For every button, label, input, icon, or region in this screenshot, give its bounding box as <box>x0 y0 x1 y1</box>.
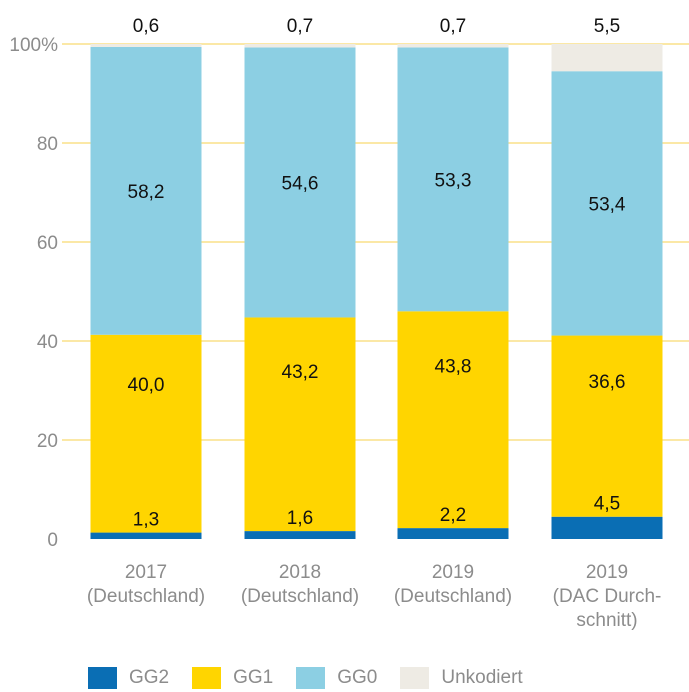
legend-swatch-gg1 <box>192 667 222 689</box>
bar-gg0-1 <box>244 47 356 318</box>
bar-gg2-3 <box>551 516 663 539</box>
value-label-gg0: 54,6 <box>282 173 319 194</box>
legend-swatch-gg0 <box>296 667 326 689</box>
value-label-gg2: 4,5 <box>594 494 620 515</box>
bar-gg0-2 <box>397 47 509 312</box>
legend-swatch-unkodiert <box>400 667 430 689</box>
value-label-unkodiert: 0,7 <box>287 16 313 37</box>
x-category-label: (Deutschland) <box>87 586 205 607</box>
bar-unkodiert-2 <box>397 44 509 48</box>
bar-unkodiert-1 <box>244 44 356 48</box>
value-label-gg1: 40,0 <box>128 375 165 396</box>
legend-item-gg1: GG1 <box>192 667 273 689</box>
bars <box>90 44 663 539</box>
legend-item-unkodiert: Unkodiert <box>400 667 523 689</box>
value-label-unkodiert: 0,6 <box>133 16 159 37</box>
bar-gg0-3 <box>551 71 663 336</box>
x-axis-category-labels: 2017 (Deutschland) 2018 (Deutschland) 2019 (D… <box>87 562 662 631</box>
legend-item-gg0: GG0 <box>296 667 377 689</box>
y-tick-label: 80 <box>37 134 58 155</box>
bar-gg0-0 <box>90 46 202 335</box>
y-tick-label: 60 <box>37 233 58 254</box>
legend-swatch-gg2 <box>88 667 117 689</box>
value-label-gg1: 43,2 <box>282 362 319 383</box>
value-label-gg2: 1,6 <box>287 508 313 529</box>
bar-gg2-1 <box>244 531 356 539</box>
value-label-unkodiert: 0,7 <box>440 16 466 37</box>
value-labels: 1,3 40,0 58,2 0,6 1,6 43,2 54,6 0,7 2,2 43,8 53,3 0… <box>128 16 626 531</box>
legend-item-gg2: GG2 <box>88 667 169 689</box>
x-category-label: 2019 <box>586 562 628 583</box>
x-category-label: 2018 <box>279 562 321 583</box>
y-tick-label: 20 <box>37 431 58 452</box>
bar-gg1-2 <box>397 311 509 529</box>
legend-label-unkodiert: Unkodiert <box>441 667 523 688</box>
legend-label-gg0: GG0 <box>337 667 378 688</box>
value-label-gg0: 53,4 <box>589 194 626 215</box>
value-label-unkodiert: 5,5 <box>594 16 620 37</box>
legend: GG2 GG1 GG0 Unkodiert <box>88 664 546 692</box>
bar-unkodiert-0 <box>90 44 202 47</box>
value-label-gg0: 58,2 <box>128 182 165 203</box>
x-category-label: (DAC Durch- <box>553 586 662 607</box>
value-label-gg1: 43,8 <box>435 357 472 378</box>
x-category-label: 2019 <box>432 562 474 583</box>
bar-gg1-0 <box>90 334 202 533</box>
bar-gg1-1 <box>244 317 356 532</box>
value-label-gg0: 53,3 <box>435 170 472 191</box>
y-tick-label: 0 <box>47 530 58 551</box>
bar-gg2-0 <box>90 532 202 539</box>
value-label-gg2: 2,2 <box>440 505 466 526</box>
y-axis-tick-labels: 0 20 40 60 80 100% <box>9 35 58 551</box>
x-category-label: 2017 <box>125 562 167 583</box>
x-category-label: (Deutschland) <box>394 586 512 607</box>
bar-unkodiert-3 <box>551 44 663 72</box>
value-label-gg2: 1,3 <box>133 510 159 531</box>
y-tick-label: 100% <box>9 35 58 56</box>
bar-gg2-2 <box>397 528 509 539</box>
legend-label-gg1: GG1 <box>233 667 274 688</box>
x-category-label: (Deutschland) <box>241 586 359 607</box>
value-label-gg1: 36,6 <box>589 372 626 393</box>
legend-label-gg2: GG2 <box>129 667 170 688</box>
y-tick-label: 40 <box>37 332 58 353</box>
x-category-label: schnitt) <box>576 610 637 631</box>
bar-gg1-3 <box>551 335 663 517</box>
